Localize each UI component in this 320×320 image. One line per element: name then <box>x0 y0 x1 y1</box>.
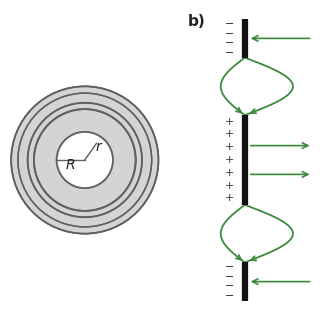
Text: +: + <box>225 180 235 191</box>
Text: −: − <box>225 19 235 29</box>
Text: −: − <box>225 291 235 301</box>
Text: R: R <box>65 158 75 172</box>
Text: −: − <box>225 28 235 39</box>
Text: +: + <box>225 168 235 178</box>
Text: +: + <box>225 116 235 127</box>
Text: +: + <box>225 193 235 204</box>
Text: −: − <box>225 48 235 58</box>
Text: −: − <box>225 262 235 272</box>
Circle shape <box>11 86 158 234</box>
Text: +: + <box>225 155 235 165</box>
Text: b): b) <box>188 14 205 29</box>
Circle shape <box>57 132 113 188</box>
Text: −: − <box>225 281 235 292</box>
Circle shape <box>34 109 136 211</box>
Text: +: + <box>225 142 235 152</box>
Circle shape <box>34 109 136 211</box>
Text: +: + <box>225 129 235 140</box>
Text: r: r <box>95 140 101 154</box>
Text: −: − <box>225 272 235 282</box>
Circle shape <box>64 140 105 180</box>
Circle shape <box>57 132 113 188</box>
Text: −: − <box>225 38 235 48</box>
